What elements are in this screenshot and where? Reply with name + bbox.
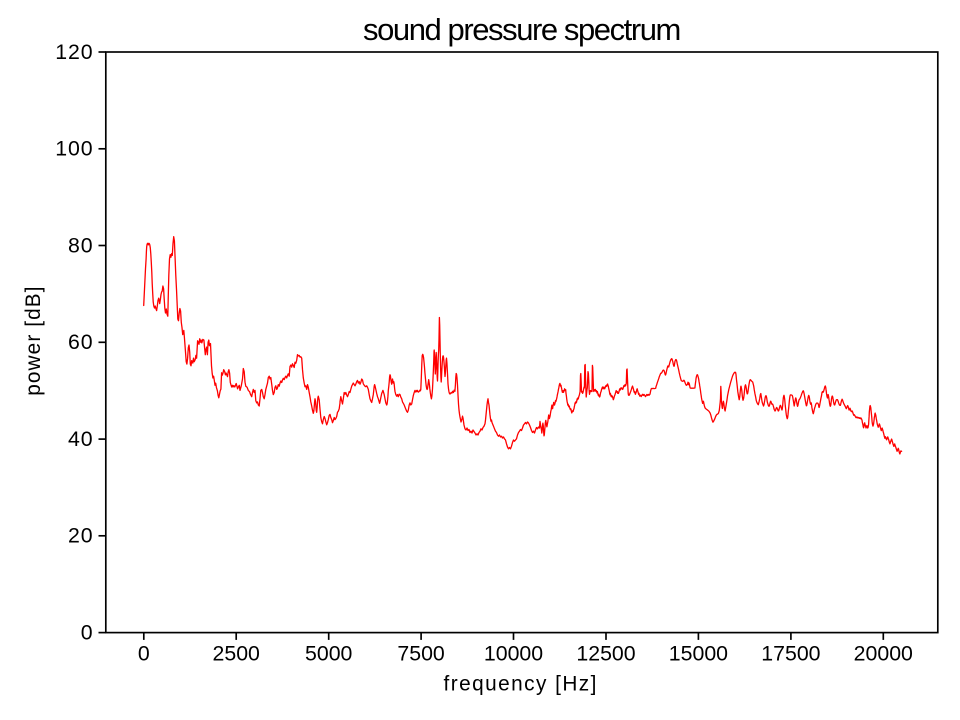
- svg-text:40: 40: [68, 427, 94, 451]
- svg-text:0: 0: [81, 621, 94, 645]
- svg-text:15000: 15000: [669, 642, 728, 666]
- svg-text:20000: 20000: [854, 642, 913, 666]
- svg-text:20: 20: [68, 524, 94, 548]
- svg-text:7500: 7500: [397, 642, 445, 666]
- svg-text:10000: 10000: [484, 642, 543, 666]
- svg-text:17500: 17500: [761, 642, 820, 666]
- svg-text:80: 80: [68, 233, 94, 257]
- svg-text:2500: 2500: [213, 642, 261, 666]
- svg-text:60: 60: [68, 330, 94, 354]
- svg-text:frequency [Hz]: frequency [Hz]: [444, 672, 598, 695]
- svg-text:sound pressure spectrum: sound pressure spectrum: [363, 12, 680, 47]
- svg-text:12500: 12500: [576, 642, 635, 666]
- svg-text:power [dB]: power [dB]: [22, 285, 45, 395]
- svg-text:120: 120: [55, 40, 93, 64]
- svg-text:5000: 5000: [305, 642, 353, 666]
- svg-text:100: 100: [55, 137, 93, 161]
- svg-text:0: 0: [138, 642, 150, 666]
